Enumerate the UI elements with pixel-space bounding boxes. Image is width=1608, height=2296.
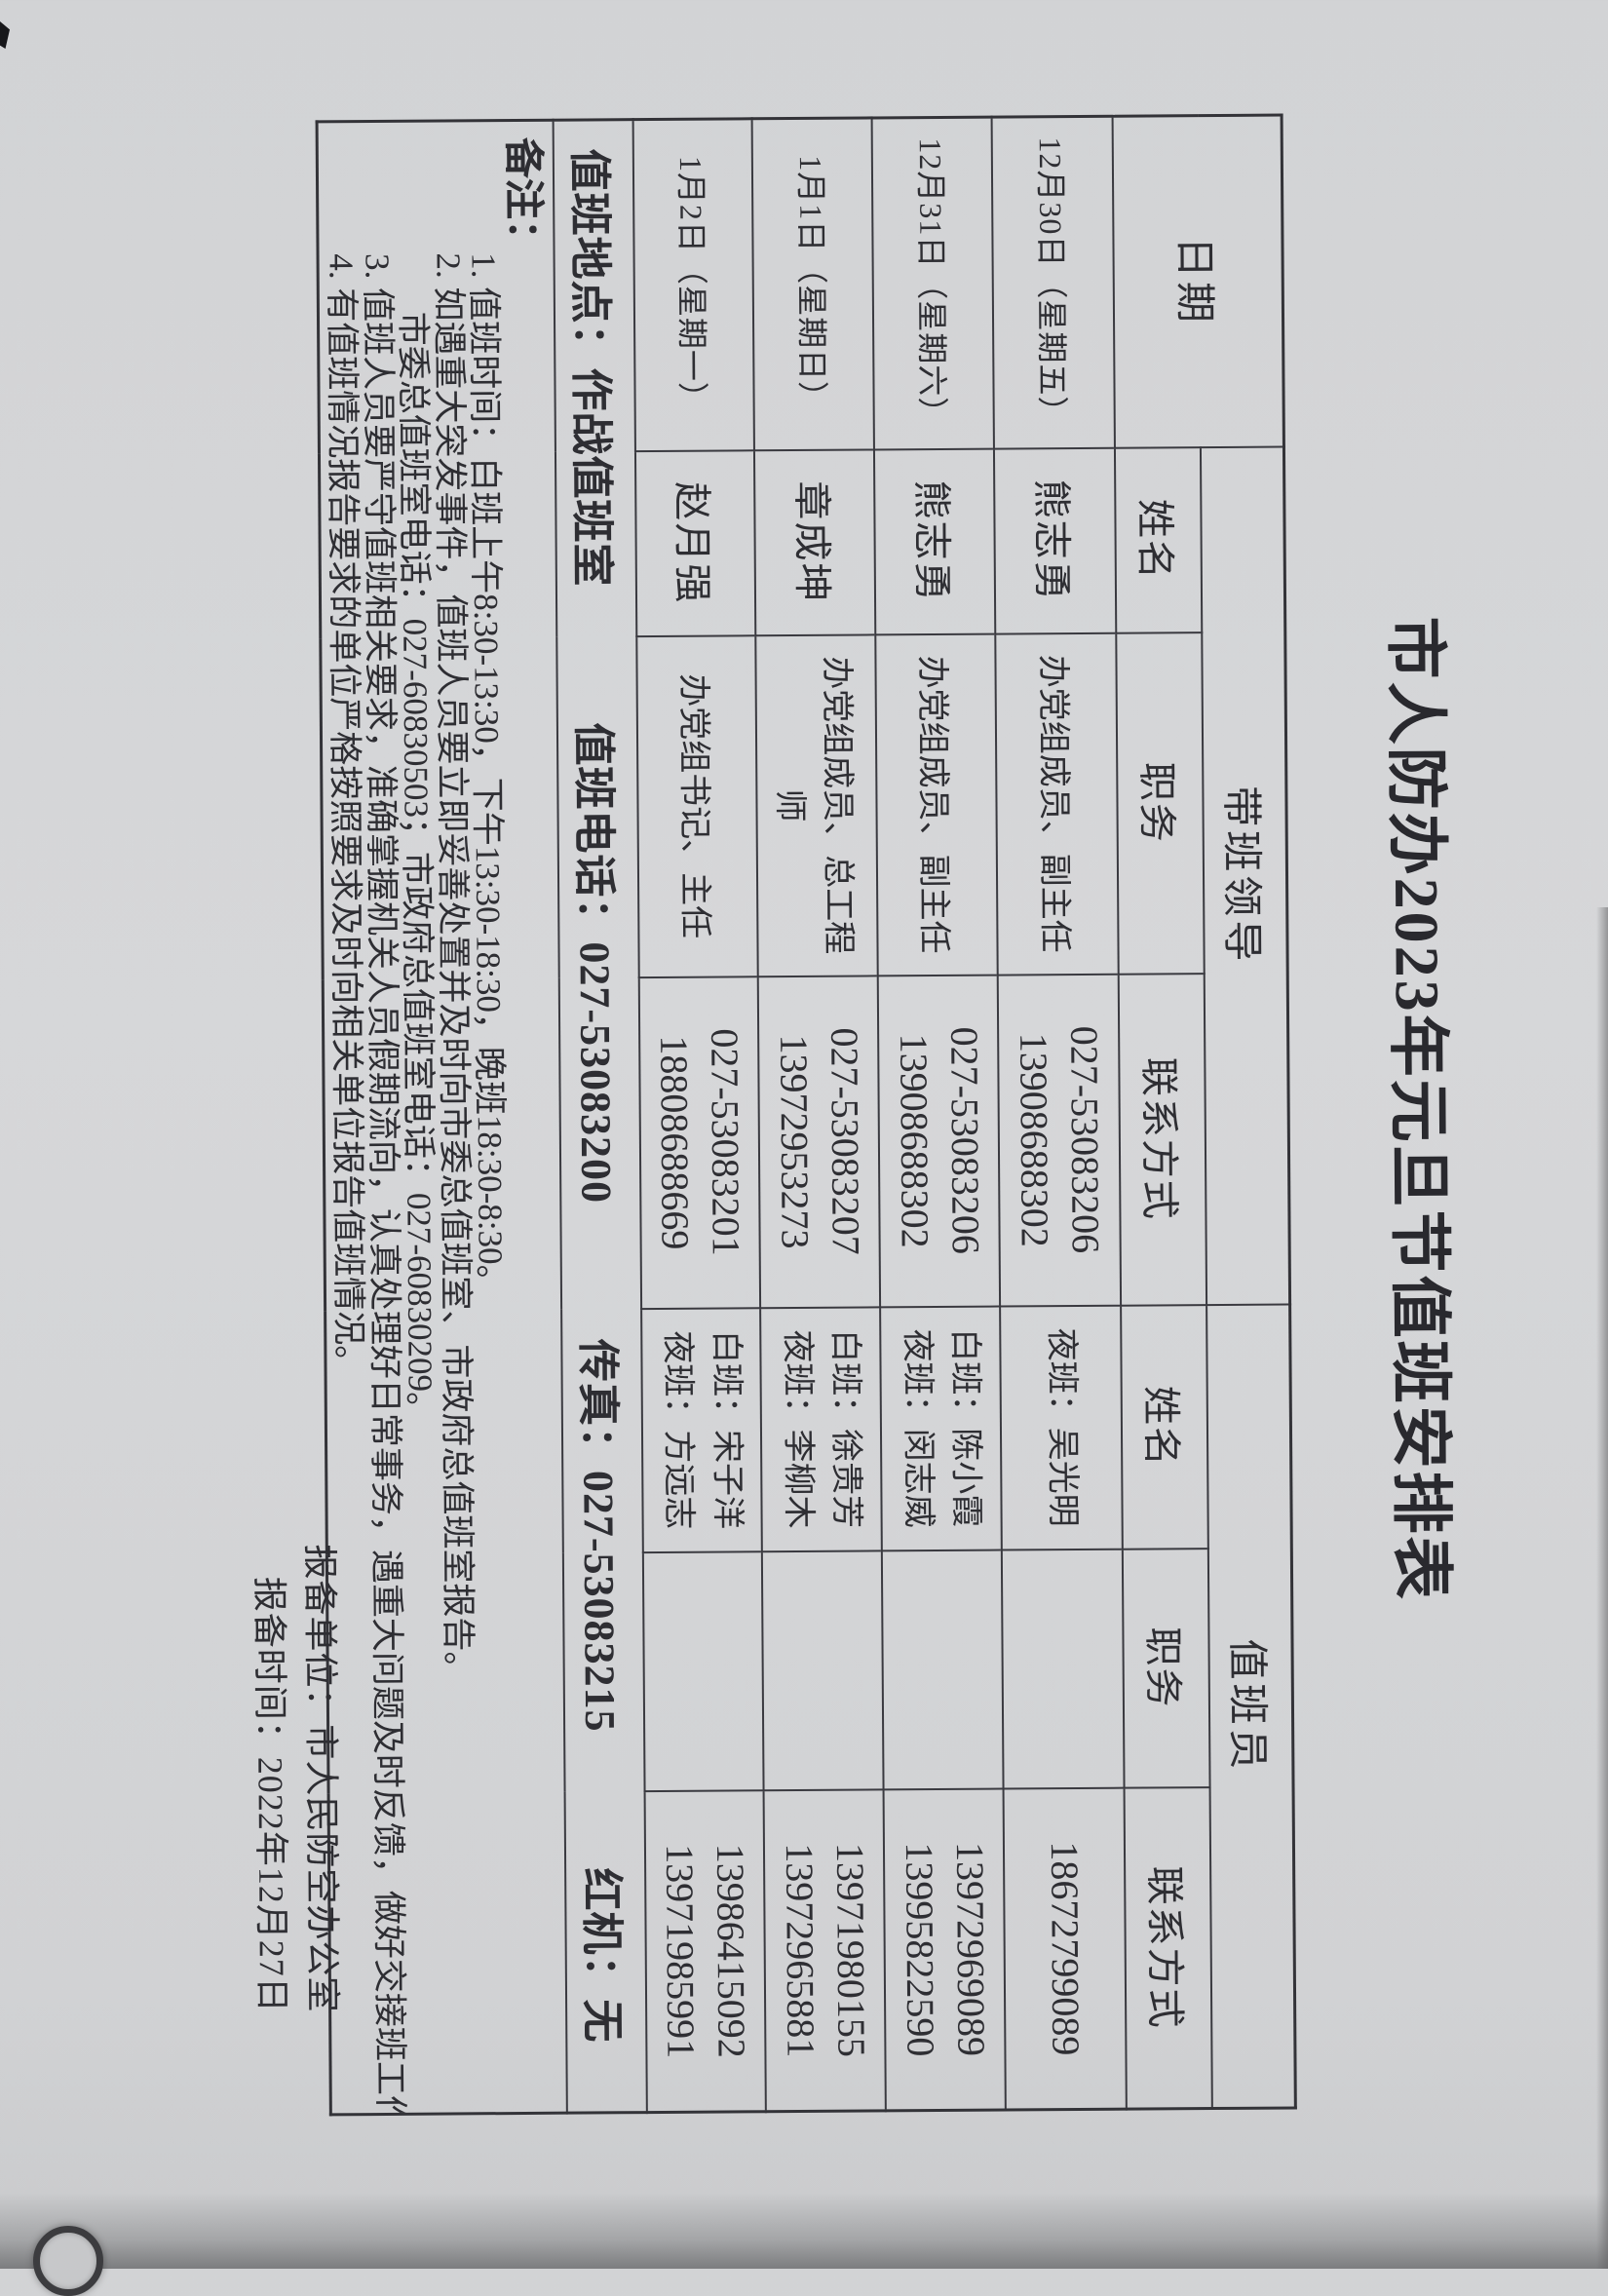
lead-name-cell: 熊志勇: [874, 448, 996, 634]
duty-position-cell: [643, 1550, 765, 1791]
duty-shift-line: 夜班：闵志威: [899, 1328, 937, 1528]
lead-contact-cell: 027-53083201 18808688669: [639, 976, 761, 1309]
lead-contact-cell: 027-53083206 13908688302: [878, 975, 1001, 1307]
scan-bottom-shadow: [0, 2193, 1608, 2269]
lead-position-cell: 办党组书记、主任: [636, 634, 759, 977]
duty-info-cell: 值班地点：作战值班室 值班电话：027-53083200 传真：027-5308…: [554, 119, 648, 2114]
date-cell: 1月1日（星期日）: [752, 117, 875, 450]
header-row-groups: 日期 带班领导 值班员: [1113, 115, 1296, 2109]
duty-shift-line: 夜班：方远志: [659, 1330, 698, 1530]
duty-location: 值班地点：作战值班室: [565, 148, 617, 588]
lead-position-cell: 办党组成员、副主任: [995, 632, 1120, 976]
phone-line: 027-53083207: [823, 1027, 868, 1255]
header-lead-position: 职务: [1116, 631, 1206, 975]
scan-right-shadow: [1596, 907, 1608, 2269]
duty-fax: 传真：027-53083215: [573, 1338, 625, 1733]
header-duty-name: 姓名: [1121, 1304, 1209, 1550]
table-row: 12月31日（星期六） 熊志勇 办党组成员、副主任 027-53083206 1…: [872, 117, 1007, 2111]
duty-name-cell: 白班：宋子洋 夜班：方远志: [641, 1307, 763, 1552]
phone-line: 13971980155: [827, 1842, 874, 2058]
duty-shift-line: 白班：徐贵芳: [826, 1329, 864, 1529]
duty-contact-cell: 18672799089: [1004, 1787, 1128, 2111]
duty-schedule-table: 日期 带班领导 值班员 姓名 职务 联系方式 姓名 职务 联系方式 12月30日…: [315, 113, 1297, 2117]
header-duty-position: 职务: [1123, 1548, 1211, 1788]
phone-line: 13908688302: [1012, 1032, 1058, 1247]
duty-contact-cell: 13971980155 13972965881: [764, 1788, 887, 2112]
duty-shift-line: 白班：宋子洋: [708, 1329, 746, 1530]
duty-contact-cell: 13972969089 13995822590: [884, 1788, 1007, 2111]
duty-position-cell: [882, 1550, 1005, 1789]
table-row: 12月30日（星期五） 熊志勇 办党组成员、副主任 027-53083206 1…: [992, 116, 1128, 2111]
header-date: 日期: [1113, 115, 1284, 448]
punch-hole: [33, 2226, 103, 2296]
header-lead-name: 姓名: [1115, 446, 1203, 633]
duty-shift-line: 白班：陈小霞: [946, 1328, 984, 1528]
lead-contact-cell: 027-53083207 13972953273: [758, 975, 881, 1308]
lead-position-cell: 办党组成员、总工程师: [755, 633, 879, 976]
notes-row: 备注： 1. 值班时间：白班上午8:30-13:30，下午13:30-18:30…: [317, 120, 568, 2115]
phone-line: 13972965881: [777, 1843, 823, 2058]
phone-line: 13995822590: [897, 1842, 943, 2057]
header-duty-contact: 联系方式: [1125, 1786, 1213, 2110]
duty-phone: 值班电话：027-53083200: [569, 722, 621, 1205]
table-row: 1月1日（星期日） 章成坤 办党组成员、总工程师 027-53083207 13…: [752, 117, 887, 2112]
phone-line: 13972953273: [772, 1034, 818, 1249]
phone-line: 13908688302: [892, 1033, 938, 1248]
duty-name-cell: 夜班：吴光明: [1000, 1305, 1124, 1550]
header-lead-group: 带班领导: [1201, 445, 1290, 1305]
page-title: 市人防办2023年元旦节值班安排表: [1380, 616, 1457, 1602]
duty-position-cell: [762, 1550, 885, 1790]
duty-shift-line: 夜班：李柳木: [779, 1329, 817, 1529]
date-cell: 12月30日（星期五）: [992, 116, 1116, 449]
lead-contact-cell: 027-53083206 13908688302: [998, 974, 1122, 1307]
scan-corner-mark: [0, 21, 10, 49]
duty-red-phone: 红机：无: [577, 1867, 627, 2044]
duty-name-cell: 白班：陈小霞 夜班：闵志威: [880, 1306, 1003, 1550]
phone-line: 13986415092: [708, 1843, 754, 2058]
header-duty-group: 值班员: [1206, 1303, 1296, 2109]
lead-position-cell: 办党组成员、副主任: [875, 633, 999, 976]
lead-name-cell: 赵月强: [635, 449, 756, 636]
phone-line: 027-53083201: [703, 1028, 749, 1256]
notes-cell: 备注： 1. 值班时间：白班上午8:30-13:30，下午13:30-18:30…: [317, 120, 568, 2115]
duty-name-cell: 白班：徐贵芳 夜班：李柳木: [760, 1306, 883, 1551]
phone-line: 13972969089: [947, 1841, 994, 2057]
table-row: 1月2日（星期一） 赵月强 办党组书记、主任 027-53083201 1880…: [633, 118, 767, 2113]
phone-line: 027-53083206: [1062, 1025, 1109, 1254]
report-footer: 报备单位：市人民防空办公室 报备时间：2022年12月27日: [234, 120, 349, 2013]
lead-name-cell: 熊志勇: [994, 447, 1117, 634]
header-lead-contact: 联系方式: [1119, 973, 1207, 1306]
date-cell: 1月2日（星期一）: [633, 118, 755, 451]
phone-line: 18672799089: [1043, 1841, 1089, 2056]
phone-line: 13971985991: [658, 1843, 704, 2059]
phone-line: 027-53083206: [942, 1026, 988, 1255]
lead-name-cell: 章成坤: [754, 448, 876, 635]
phone-line: 18808688669: [652, 1035, 699, 1250]
date-cell: 12月31日（星期六）: [872, 117, 995, 449]
duty-info-line: 值班地点：作战值班室 值班电话：027-53083200 传真：027-5308…: [555, 121, 646, 2112]
info-row: 值班地点：作战值班室 值班电话：027-53083200 传真：027-5308…: [554, 119, 648, 2114]
duty-contact-cell: 13986415092 13971985991: [645, 1789, 767, 2113]
duty-position-cell: [1002, 1549, 1126, 1789]
duty-shift-line: 夜班：吴光明: [1043, 1327, 1081, 1527]
